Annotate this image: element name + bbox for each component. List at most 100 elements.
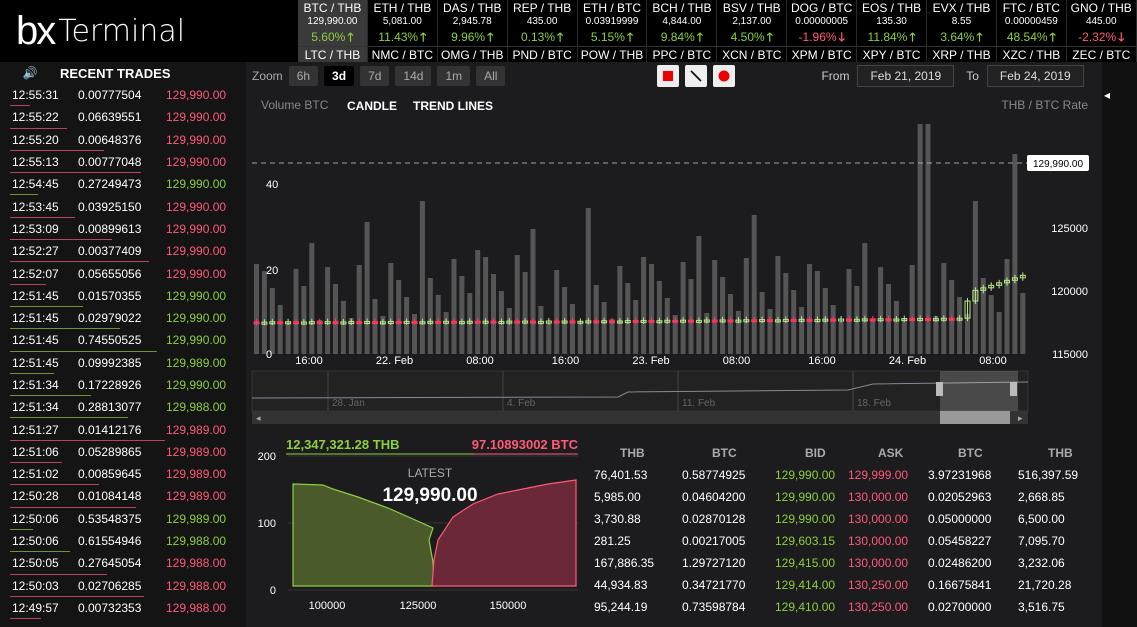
navigator[interactable] <box>251 370 1029 412</box>
order-book-header: THB BTC BID ASK BTC THB <box>590 442 1102 464</box>
ticker-item[interactable]: BTC / THB 129,990.00 5.60% 🡑 LTC / THB <box>298 0 368 62</box>
ticker-item[interactable]: ETH / THB 5,081.00 11.43% 🡑 NMC / BTC <box>367 0 438 62</box>
candle-body <box>1019 274 1026 279</box>
trade-amount: 0.28813077 <box>78 400 142 415</box>
candle-body <box>522 320 529 324</box>
navigator-handle-right[interactable] <box>1010 382 1017 396</box>
trade-price: 129,988.00 <box>166 556 227 571</box>
ticker-pair-secondary[interactable]: OMG / THB <box>437 46 507 62</box>
rectangle-tool-icon[interactable] <box>657 65 680 87</box>
order-book-row[interactable]: 281.25 0.00217005 129,603.15 130,000.00 0.05… <box>590 530 1102 552</box>
zoom-button-3d[interactable]: 3d <box>324 66 355 86</box>
scroll-right-icon[interactable]: ▸ <box>1018 413 1023 423</box>
zoom-button-1m[interactable]: 1m <box>437 66 471 86</box>
ticker-item[interactable]: ETH / BTC 0.03919999 5.15% 🡑 POW / THB <box>577 0 648 62</box>
zoom-button-7d[interactable]: 7d <box>360 66 390 86</box>
volume-bar <box>340 301 346 354</box>
ticker-pair-secondary[interactable]: XRP / THB <box>927 46 996 62</box>
ticker-item[interactable]: BCH / THB 4,844.00 9.84% 🡑 PPC / BTC <box>647 0 718 62</box>
price-chart[interactable]: Volume BTC CANDLE TREND LINES THB / BTC … <box>248 92 1102 428</box>
zoom-button-6h[interactable]: 6h <box>288 66 319 86</box>
ticker-item[interactable]: DOG / BTC 0.00000005 -1.96% 🡓 XPM / BTC <box>787 0 858 62</box>
to-date-input[interactable]: Feb 24, 2019 <box>986 65 1084 87</box>
collapse-icon[interactable]: ◂ <box>1104 88 1111 102</box>
candle-body <box>1004 279 1010 284</box>
trade-amount: 0.74550525 <box>78 333 142 348</box>
x-tick: 23. Feb <box>632 355 669 367</box>
trade-amount: 0.05655056 <box>78 266 142 281</box>
order-book-cell: 129,415.00 <box>775 556 836 570</box>
trade-row: 12:50:05 0.27645054 129,988.00 <box>0 552 246 575</box>
order-book-row[interactable]: 95,244.19 0.73598784 129,410.00 130,250.00 0… <box>590 596 1102 618</box>
candle-body <box>561 320 568 324</box>
ticker-pair-secondary[interactable]: ZEC / BTC <box>1066 46 1136 62</box>
chart-scrollbar-thumb[interactable] <box>940 411 1010 424</box>
x-tick: 08:00 <box>723 355 751 367</box>
from-date-input[interactable]: Feb 21, 2019 <box>857 65 955 87</box>
trade-row: 12:55:13 0.00777048 129,990.00 <box>0 151 246 174</box>
order-book-row[interactable]: 167,886.35 1.29727120 129,415.00 130,000.00… <box>590 552 1102 574</box>
ticker-item[interactable]: DAS / THB 2,945.78 9.96% 🡑 OMG / THB <box>437 0 508 62</box>
logo[interactable]: bx Terminal <box>0 0 298 62</box>
zoom-button-All[interactable]: All <box>476 66 506 86</box>
order-book-row[interactable]: 3,730.88 0.02870128 129,990.00 130,000.00 0.… <box>590 508 1102 530</box>
y-right-tick: 115000 <box>1052 349 1088 361</box>
candle-body <box>293 321 299 325</box>
candle-tab[interactable]: CANDLE <box>347 99 397 113</box>
arrow-up-icon: 🡑 <box>909 30 916 44</box>
candle-body <box>253 321 260 325</box>
candle-body <box>703 319 710 323</box>
ticker-pair-secondary[interactable]: PPC / BTC <box>647 46 717 62</box>
ticker-pair-secondary[interactable]: XZC / THB <box>996 46 1066 62</box>
trend-lines-tab[interactable]: TREND LINES <box>413 99 493 113</box>
ticker-item[interactable]: FTC / BTC 0.00000459 48.54% 🡑 XZC / THB <box>996 0 1067 62</box>
ticker-pair-secondary[interactable]: NMC / BTC <box>367 46 437 62</box>
ticker-pair-secondary[interactable]: XPM / BTC <box>787 46 857 62</box>
ticker-item[interactable]: EOS / THB 135.30 11.84% 🡑 XPY / BTC <box>857 0 928 62</box>
ticker-item[interactable]: GNO / THB 445.00 -2.32% 🡓 ZEC / BTC <box>1066 0 1137 62</box>
navigator-selection[interactable] <box>940 371 1018 411</box>
candle-body <box>616 320 623 324</box>
ticker-item[interactable]: BSV / THB 2,137.00 4.50% 🡑 XCN / BTC <box>717 0 788 62</box>
volume-bar <box>649 264 654 354</box>
order-book-row[interactable]: 76,401.53 0.58774925 129,990.00 129,999.00 3… <box>590 464 1102 486</box>
circle-tool-icon[interactable] <box>713 65 736 87</box>
ticker-item[interactable]: EVX / THB 8.55 3.64% 🡑 XRP / THB <box>927 0 997 62</box>
zoom-button-14d[interactable]: 14d <box>395 66 432 86</box>
candle-body <box>972 289 979 302</box>
trade-underline <box>10 439 165 441</box>
trade-underline <box>10 283 46 285</box>
scroll-left-icon[interactable]: ◂ <box>256 413 261 423</box>
volume-bar <box>775 256 781 354</box>
trade-amount: 0.00899613 <box>78 221 142 236</box>
volume-bar <box>293 269 299 354</box>
candle-body <box>672 319 679 323</box>
ticker-pair: DOG / BTC <box>791 1 853 15</box>
candle-body <box>624 320 631 324</box>
ticker-pair-secondary[interactable]: LTC / THB <box>298 46 367 62</box>
depth-chart[interactable]: 12,347,321.28 THB 97.10893002 BTC LATEST… <box>248 432 578 627</box>
x-tick: 24. Feb <box>889 355 926 367</box>
ticker-pair-secondary[interactable]: PND / BTC <box>507 46 577 62</box>
right-scroll-strip[interactable]: ◂ <box>1102 62 1137 627</box>
trade-time: 12:54:45 <box>12 177 59 192</box>
ticker-pair-secondary[interactable]: XPY / BTC <box>857 46 927 62</box>
trade-row: 12:54:45 0.27249473 129,990.00 <box>0 173 246 196</box>
order-book-cell: 3,516.75 <box>1018 600 1065 614</box>
trade-amount: 0.00777048 <box>78 155 142 170</box>
chart-scrollbar[interactable] <box>252 411 1028 424</box>
ticker-pair-secondary[interactable]: XCN / BTC <box>717 46 787 62</box>
order-book-row[interactable]: 5,985.00 0.04604200 129,990.00 130,000.00 0.… <box>590 486 1102 508</box>
ticker-pair: FTC / BTC <box>1002 1 1061 15</box>
candle-body <box>727 319 734 323</box>
ticker-pair-secondary[interactable]: POW / THB <box>577 46 647 62</box>
navigator-handle-left[interactable] <box>936 382 943 396</box>
order-book-row[interactable]: 44,934.83 0.34721770 129,414.00 130,250.00 0… <box>590 574 1102 596</box>
candle-body <box>846 318 852 322</box>
line-tool-icon[interactable] <box>685 65 708 87</box>
ticker-item[interactable]: REP / THB 435.00 0.13% 🡑 PND / BTC <box>507 0 578 62</box>
ticker-change: 3.64% 🡑 <box>927 28 996 49</box>
volume-bar <box>965 314 970 354</box>
trade-underline <box>10 194 38 196</box>
speaker-icon[interactable]: 🔊 <box>22 66 38 80</box>
